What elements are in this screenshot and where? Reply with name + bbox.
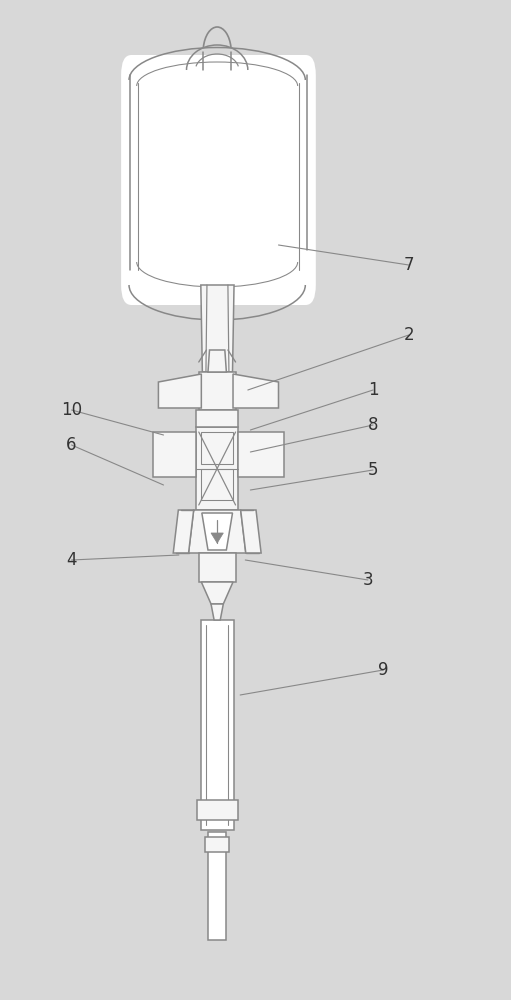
Text: 9: 9 <box>378 661 388 679</box>
Text: 3: 3 <box>363 571 373 589</box>
Text: 1: 1 <box>368 381 378 399</box>
Text: 8: 8 <box>368 416 378 434</box>
Bar <box>199 553 236 582</box>
Bar <box>205 837 229 852</box>
Polygon shape <box>196 427 238 510</box>
Polygon shape <box>211 533 223 543</box>
Text: 5: 5 <box>368 461 378 479</box>
Polygon shape <box>233 374 278 408</box>
Text: 10: 10 <box>61 401 82 419</box>
Polygon shape <box>153 432 196 477</box>
Polygon shape <box>173 510 194 553</box>
Polygon shape <box>202 513 233 550</box>
Polygon shape <box>241 510 261 553</box>
Polygon shape <box>208 350 226 372</box>
Polygon shape <box>158 374 201 408</box>
Bar <box>196 410 238 427</box>
Polygon shape <box>199 372 236 410</box>
Text: 4: 4 <box>66 551 77 569</box>
FancyBboxPatch shape <box>121 55 316 305</box>
Bar <box>201 432 233 464</box>
Polygon shape <box>238 432 284 477</box>
Bar <box>201 620 234 830</box>
Polygon shape <box>211 604 223 620</box>
Bar <box>208 832 226 940</box>
Text: 2: 2 <box>404 326 414 344</box>
Polygon shape <box>189 510 246 553</box>
Polygon shape <box>201 582 233 604</box>
Bar <box>197 800 238 820</box>
Text: 6: 6 <box>66 436 77 454</box>
Text: 7: 7 <box>404 256 414 274</box>
Polygon shape <box>201 285 234 372</box>
Bar <box>201 468 233 500</box>
